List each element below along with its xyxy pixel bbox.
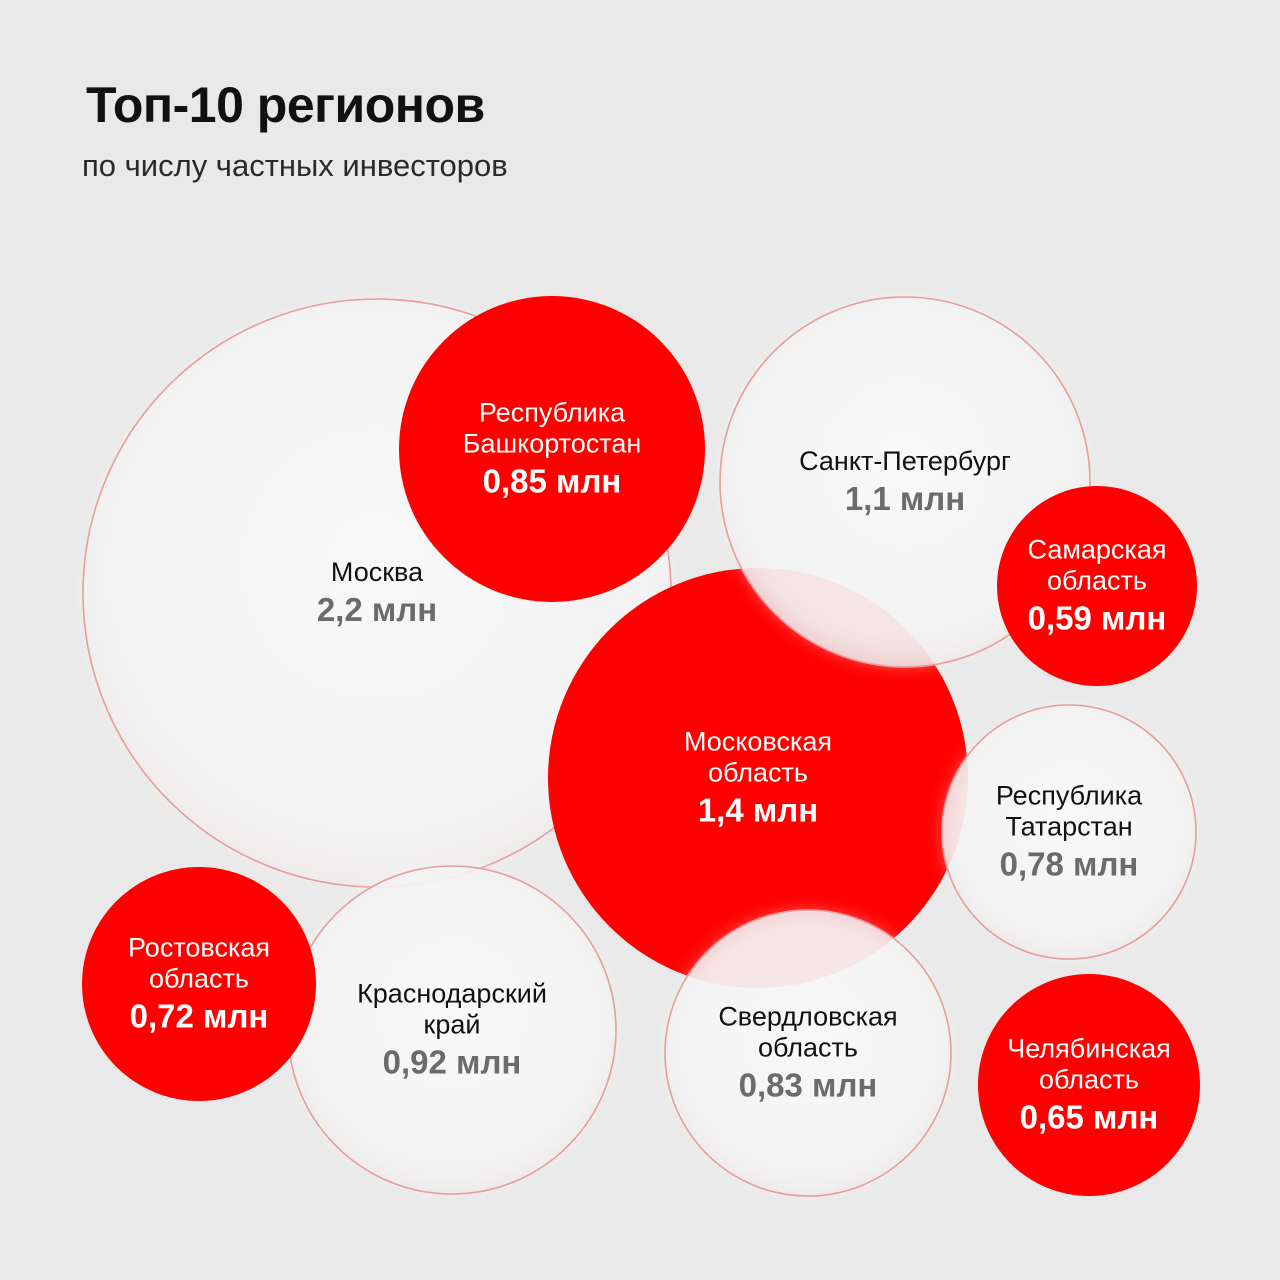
bubble-circle xyxy=(997,486,1197,686)
bubble-name-label: Республика xyxy=(996,781,1143,811)
bubble xyxy=(287,865,617,1195)
bubble xyxy=(719,296,1091,668)
bubble-circle xyxy=(941,704,1197,960)
bubble-value-label: 1,4 млн xyxy=(698,792,818,829)
bubble-circle xyxy=(978,974,1200,1196)
bubble-name-label: Татарстан xyxy=(1005,812,1132,842)
bubble-value-label: 0,92 млн xyxy=(383,1044,522,1081)
bubble-value-label: 0,83 млн xyxy=(739,1067,878,1104)
bubble-name-label: Самарская xyxy=(1028,535,1167,565)
bubble-circle xyxy=(82,867,316,1101)
bubble-name-label: Санкт-Петербург xyxy=(799,446,1011,476)
bubble xyxy=(664,909,952,1197)
bubble-name-label: Челябинская xyxy=(1007,1034,1171,1064)
bubble-circle xyxy=(548,568,968,988)
chart-title: Топ-10 регионов xyxy=(86,77,485,133)
bubble-name-label: Москва xyxy=(331,557,424,587)
bubble-name-label: Республика xyxy=(479,398,626,428)
bubble-value-label: 2,2 млн xyxy=(317,591,437,628)
bubble-name-label: область xyxy=(149,964,249,994)
bubble xyxy=(548,568,968,988)
bubble xyxy=(997,486,1197,686)
bubble-value-label: 1,1 млн xyxy=(845,480,965,517)
bubble xyxy=(978,974,1200,1196)
bubble-name-label: Башкортостан xyxy=(463,429,642,459)
bubble-name-label: область xyxy=(758,1033,858,1063)
bubble-value-label: 0,59 млн xyxy=(1028,600,1167,637)
bubble xyxy=(941,704,1197,960)
bubble-name-label: Ростовская xyxy=(128,933,270,963)
bubble-circle xyxy=(399,296,705,602)
bubble-name-label: край xyxy=(424,1010,481,1040)
bubble-name-label: Московская xyxy=(684,727,832,757)
bubble-name-label: область xyxy=(1039,1065,1139,1095)
bubble-name-label: Краснодарский xyxy=(357,979,547,1009)
chart-subtitle: по числу частных инвесторов xyxy=(82,148,508,183)
bubble-circle xyxy=(719,296,1091,668)
bubble-name-label: область xyxy=(1047,566,1147,596)
bubble-name-label: Свердловская xyxy=(718,1002,897,1032)
bubble xyxy=(82,867,316,1101)
bubble-value-label: 0,72 млн xyxy=(130,998,269,1035)
bubble-value-label: 0,65 млн xyxy=(1020,1099,1159,1136)
bubble xyxy=(399,296,705,602)
bubble-name-label: область xyxy=(708,758,808,788)
bubble-value-label: 0,78 млн xyxy=(1000,846,1139,883)
bubble-value-label: 0,85 млн xyxy=(483,463,622,500)
bubble-circle xyxy=(664,909,952,1197)
